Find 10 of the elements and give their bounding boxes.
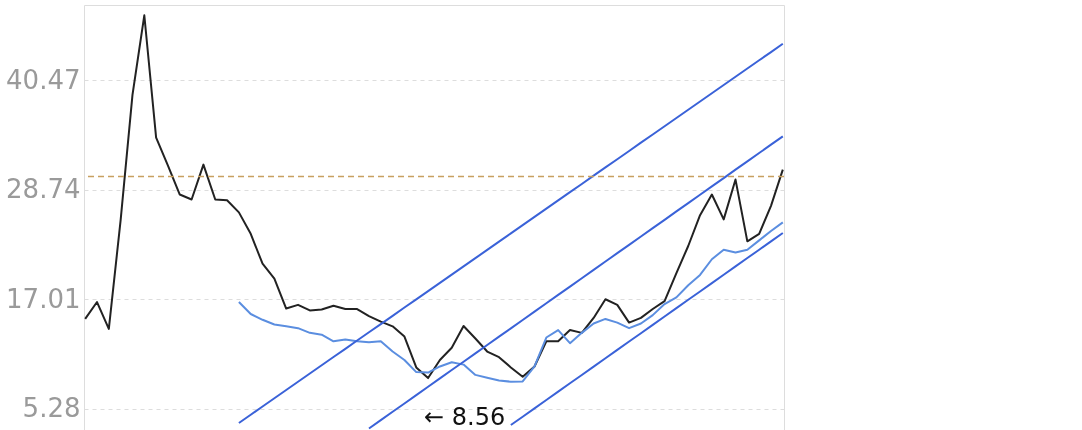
y-tick-label: 40.47 (6, 64, 81, 95)
line-series (237, 42, 784, 424)
y-tick-label: 17.01 (6, 283, 81, 314)
line-series (367, 135, 784, 430)
y-tick-label: 28.74 (6, 174, 81, 205)
line-series (84, 14, 784, 380)
line-series (237, 221, 784, 383)
line-series (509, 232, 784, 427)
y-tick-label: 5.28 (22, 393, 81, 424)
annotation: ← 8.56 (424, 403, 506, 430)
